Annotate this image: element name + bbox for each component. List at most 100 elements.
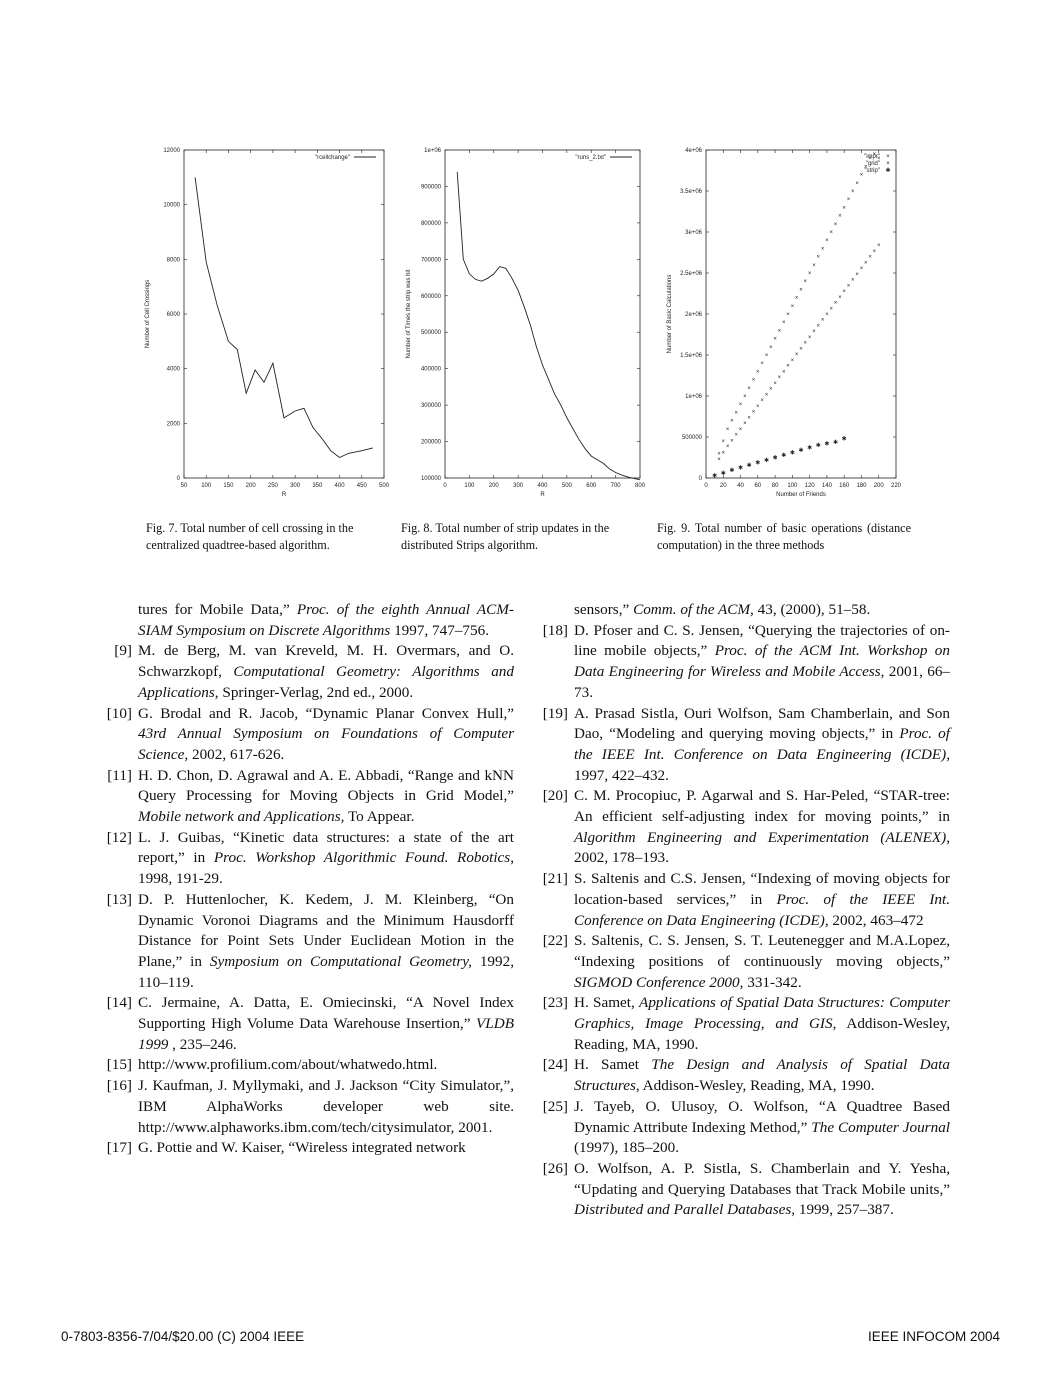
scatter-point: × xyxy=(760,398,764,404)
plot-frame xyxy=(183,149,385,479)
scatter-point: ✱ xyxy=(729,467,734,474)
legend-marker: ✱ xyxy=(885,167,890,174)
reference-entry: [19] A. Prasad Sistla, Ouri Wolfson, Sam … xyxy=(534,704,950,787)
scatter-point: ✱ xyxy=(842,436,847,443)
y-tick-label: 1e+06 xyxy=(685,394,703,400)
y-tick-label: 1.5e+06 xyxy=(680,353,703,359)
x-tick-label: 0 xyxy=(443,483,447,489)
scatter-point: × xyxy=(873,249,877,255)
scatter-point: × xyxy=(821,318,825,324)
plot-frame xyxy=(705,149,897,479)
y-tick-label: 900000 xyxy=(421,184,442,190)
scatter-point: × xyxy=(791,304,795,310)
y-tick-label: 12000 xyxy=(163,148,180,154)
y-tick-label: 0 xyxy=(699,476,703,482)
x-tick-label: 0 xyxy=(704,483,708,489)
chart-strip-updates: 0 100 200 300 400 500 600 700 800 100000 200000 300… xyxy=(406,148,646,498)
scatter-point: × xyxy=(860,173,864,179)
x-axis-label: R xyxy=(540,492,545,498)
reference-text: M. de Berg, M. van Kreveld, M. H. Overma… xyxy=(138,642,514,701)
scatter-point: × xyxy=(855,181,859,187)
reference-number: [15] xyxy=(106,1056,132,1074)
reference-number: [25] xyxy=(542,1097,568,1115)
scatter-point: × xyxy=(786,364,790,370)
y-tick-label: 800000 xyxy=(421,221,442,227)
x-tick-label: 200 xyxy=(489,483,500,489)
y-tick-label: 700000 xyxy=(421,257,442,263)
reference-entry: [21] S. Saltenis and C.S. Jensen, “Indexi… xyxy=(534,869,950,931)
reference-number: [20] xyxy=(542,787,568,805)
reference-entry: [15] http://www.profilium.com/about/whatw… xyxy=(98,1055,514,1076)
scatter-point: × xyxy=(829,230,833,236)
scatter-point: × xyxy=(808,271,812,277)
y-tick-label: 8000 xyxy=(167,257,181,263)
scatter-point: ✱ xyxy=(721,470,726,477)
reference-text: J. Kaufman, J. Myllymaki, and J. Jackson… xyxy=(138,1077,514,1136)
x-tick-label: 800 xyxy=(635,483,646,489)
x-tick-label: 200 xyxy=(246,483,257,489)
scatter-point: × xyxy=(726,427,730,433)
reference-number: [24] xyxy=(542,1056,568,1074)
reference-number: [22] xyxy=(542,932,568,950)
reference-number: [11] xyxy=(107,766,132,784)
reference-text: tures for Mobile Data,” Proc. of the eig… xyxy=(138,601,514,639)
reference-number: [14] xyxy=(106,994,132,1012)
scatter-point: × xyxy=(752,410,756,416)
scatter-point: × xyxy=(778,375,782,381)
reference-entry: [24] H. Samet The Design and Analysis of … xyxy=(534,1055,950,1096)
footer-copyright: 0-7803-8356-7/04/$20.00 (C) 2004 IEEE xyxy=(61,1329,305,1344)
figure-7: 50 100 150 200 250 300 350 400 450 500 0 2000 4000 60… xyxy=(140,140,395,500)
reference-number: [18] xyxy=(542,621,568,639)
x-axis-label: Number of Friends xyxy=(776,492,826,498)
reference-entry: [23] H. Samet, Applications of Spatial Da… xyxy=(534,993,950,1055)
scatter-point: × xyxy=(842,205,846,211)
series-line xyxy=(194,177,374,459)
reference-entry: [12] L. J. Guibas, “Kinetic data structur… xyxy=(98,828,514,890)
scatter-point: × xyxy=(717,457,721,463)
x-tick-label: 700 xyxy=(611,483,622,489)
scatter-point: × xyxy=(730,438,734,444)
reference-entry: tures for Mobile Data,” Proc. of the eig… xyxy=(98,600,514,641)
x-tick-label: 400 xyxy=(335,483,346,489)
x-tick-label: 150 xyxy=(223,483,234,489)
scatter-point: ✱ xyxy=(790,450,795,457)
x-tick-label: 160 xyxy=(839,483,850,489)
x-tick-label: 50 xyxy=(181,483,188,489)
y-tick-label: 4e+06 xyxy=(685,148,703,154)
reference-text: G. Brodal and R. Jacob, “Dynamic Planar … xyxy=(138,704,514,763)
scatter-point: × xyxy=(877,156,881,162)
y-tick-label: 100000 xyxy=(421,476,442,482)
scatter-point: × xyxy=(773,337,777,343)
y-tick-label: 3.5e+06 xyxy=(680,189,703,195)
reference-text: H. Samet, Applications of Spatial Data S… xyxy=(574,994,951,1053)
x-tick-label: 600 xyxy=(586,483,597,489)
scatter-point: × xyxy=(829,306,833,312)
reference-text: S. Saltenis, C. S. Jensen, S. T. Leutene… xyxy=(574,932,950,991)
scatter-point: × xyxy=(778,328,782,334)
scatter-point: × xyxy=(799,287,803,293)
scatter-point: × xyxy=(851,278,855,284)
scatter-point: × xyxy=(795,296,799,302)
legend-label: "rcellchange" xyxy=(315,155,350,161)
scatter-point: × xyxy=(765,392,769,398)
y-tick-label: 6000 xyxy=(167,312,181,318)
x-tick-label: 450 xyxy=(357,483,368,489)
reference-number: [17] xyxy=(106,1139,132,1157)
x-tick-label: 300 xyxy=(290,483,301,489)
scatter-point: × xyxy=(847,197,851,203)
y-axis-label: Number of Cell Crossings xyxy=(145,280,151,348)
scatter-point: ✱ xyxy=(824,441,829,448)
y-axis-label: Number of Basic Calculations xyxy=(667,275,673,354)
legend-label: "impr" xyxy=(864,154,880,160)
reference-number: [21] xyxy=(542,870,568,888)
y-tick-label: 2e+06 xyxy=(685,312,703,318)
scatter-point: × xyxy=(825,312,829,318)
x-tick-label: 40 xyxy=(737,483,744,489)
scatter-point: × xyxy=(817,255,821,261)
scatter-point: ✱ xyxy=(807,445,812,452)
x-tick-label: 60 xyxy=(754,483,761,489)
plot-frame xyxy=(444,149,641,479)
legend-label: "strip" xyxy=(864,168,880,174)
scatter-point: × xyxy=(812,263,816,269)
reference-entry: [11] H. D. Chon, D. Agrawal and A. E. Abb… xyxy=(98,766,514,828)
